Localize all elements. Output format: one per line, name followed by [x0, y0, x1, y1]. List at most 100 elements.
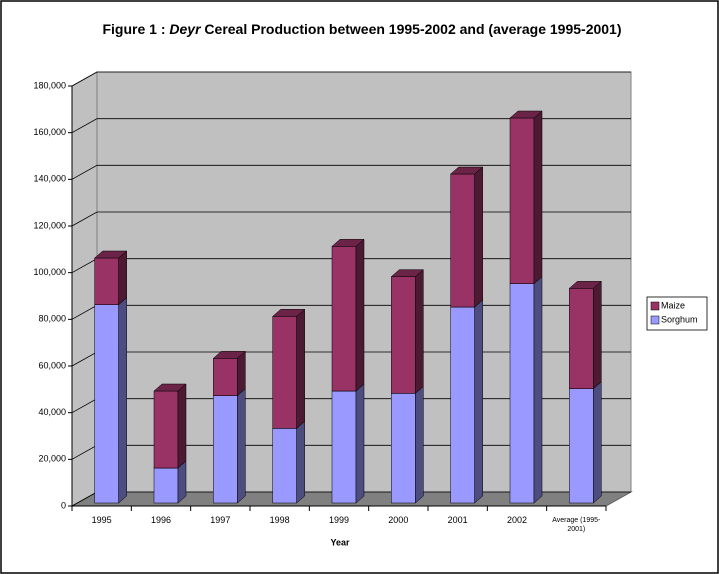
bar-side [355, 383, 365, 504]
y-tick-label: 100,000 [33, 267, 66, 277]
bar-side [296, 420, 305, 504]
bar [509, 110, 543, 285]
legend-label: Maize [661, 300, 685, 310]
x-tick-label-box: 2000 [388, 516, 409, 525]
bar [390, 269, 424, 394]
bar [568, 381, 602, 504]
bar-front [153, 467, 179, 504]
x-tick-label: 2001 [447, 516, 468, 525]
y-tick-label: 160,000 [33, 127, 66, 137]
title-part: Cereal Production between 1995-2002 and … [204, 21, 621, 37]
x-tick-label-box: Average (1995-2001) [552, 517, 601, 533]
bar-front [569, 288, 594, 389]
x-tick-label: 2002 [506, 516, 527, 525]
bar-side [118, 297, 127, 504]
y-tick-label: 0 [61, 500, 66, 510]
bar-side [296, 308, 305, 429]
bar [450, 299, 484, 504]
bar [272, 420, 306, 504]
bar [94, 297, 128, 504]
bar-side [533, 110, 543, 285]
x-tick-label-box: 1995 [91, 516, 112, 525]
y-tick-label: 80,000 [38, 314, 66, 324]
bar-side [118, 250, 127, 306]
x-tick-label: 1996 [150, 516, 171, 525]
bar-side [593, 280, 602, 390]
bar-front [509, 117, 535, 284]
x-tick-label-box: 2002 [506, 516, 527, 525]
x-tick-label-box: 1996 [150, 516, 171, 525]
bar-front [213, 395, 238, 504]
bar [331, 238, 365, 392]
x-tick-label: 1999 [328, 516, 349, 525]
bar-side [177, 383, 187, 469]
bar-side [474, 166, 483, 308]
bar-front [94, 257, 119, 305]
bar [212, 388, 246, 504]
bar-top [509, 110, 543, 119]
bar [94, 250, 128, 306]
grid-line [71, 71, 631, 87]
grid-line [71, 118, 631, 134]
title-part: Figure 1 : [102, 21, 165, 37]
side-wall [71, 71, 98, 507]
y-tick-label: 120,000 [33, 220, 66, 230]
title-part: Deyr [169, 21, 202, 37]
x-tick-label-box: 1998 [269, 516, 290, 525]
bar-front [94, 304, 119, 504]
bar-top [568, 281, 602, 289]
x-tick-label: 2000 [388, 516, 409, 525]
legend-swatch [650, 301, 660, 311]
bar-side [474, 299, 483, 504]
bar [272, 308, 306, 429]
bar-side [415, 385, 424, 504]
bar-front [331, 390, 357, 504]
bar-top [331, 239, 365, 247]
bar-front [450, 306, 475, 504]
bar-side [533, 276, 543, 504]
bar-top [390, 269, 424, 277]
bar [331, 383, 365, 504]
bar [153, 383, 187, 469]
x-tick-label: 1997 [210, 516, 231, 525]
x-axis-label: Year [330, 537, 350, 547]
legend-swatch [650, 315, 660, 325]
bar-side [415, 269, 424, 394]
bar [212, 350, 246, 397]
bar [450, 166, 484, 308]
legend-label: Sorghum [661, 314, 698, 324]
y-tick-label: 60,000 [38, 360, 66, 370]
chart-title: Figure 1 : Deyr Cereal Production betwee… [102, 21, 621, 37]
bar-side [593, 381, 602, 504]
x-tick-label: 1995 [91, 516, 112, 525]
y-tick-label: 140,000 [33, 174, 66, 184]
bar-front [509, 283, 535, 504]
bar-top [450, 166, 484, 175]
bar-top [153, 383, 187, 392]
bar-top [94, 250, 128, 259]
bar-front [569, 388, 594, 504]
x-tick-label-box: 2001 [447, 516, 468, 525]
x-tick-label-box: 1999 [328, 516, 349, 525]
bar-front [213, 358, 238, 396]
y-tick-label: 180,000 [33, 80, 66, 90]
x-tick-label: 1998 [269, 516, 290, 525]
bar-front [450, 173, 475, 308]
bar-top [272, 309, 306, 317]
bar-front [272, 316, 297, 429]
bar [568, 280, 602, 390]
x-tick-label: Average (1995-2001) [552, 517, 601, 533]
y-tick-label: 40,000 [38, 407, 66, 417]
bar-side [237, 350, 246, 397]
bar-front [153, 390, 179, 469]
bar-front [272, 428, 297, 504]
bar-front [391, 393, 416, 504]
bar-side [237, 388, 246, 504]
bar-front [331, 246, 357, 392]
bar [509, 276, 543, 504]
y-tick-label: 20,000 [38, 454, 66, 464]
grid-line [71, 164, 631, 180]
x-tick-label-box: 1997 [210, 516, 231, 525]
bar-side [177, 460, 187, 504]
